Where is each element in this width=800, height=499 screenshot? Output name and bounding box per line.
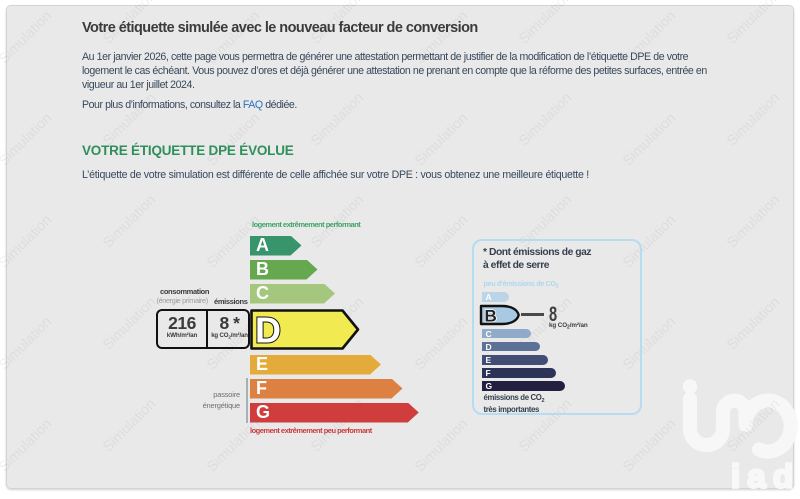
svg-text:B: B <box>485 307 497 326</box>
svg-text:D: D <box>255 309 281 350</box>
